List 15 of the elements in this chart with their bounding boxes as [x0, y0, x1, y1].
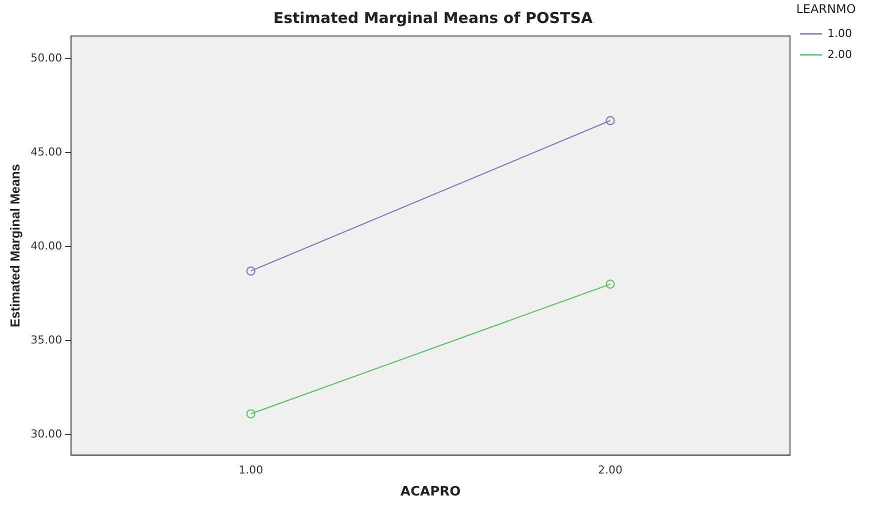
y-tick-label: 35.00 [30, 333, 62, 346]
point [246, 266, 256, 276]
x-axis-title: ACAPRO [400, 484, 461, 500]
chart-title: Estimated Marginal Means of POSTSA [273, 8, 594, 27]
point [606, 116, 615, 126]
y-tick-label: 30.00 [30, 427, 62, 440]
y-tick-label: 45.00 [30, 145, 62, 158]
y-axis-title: Estimated Marginal Means [7, 164, 22, 328]
y-tick-label: 50.00 [30, 51, 62, 64]
point [246, 409, 256, 418]
legend-label: 1.00 [828, 26, 852, 40]
legend-title: LEARNMO [796, 2, 856, 16]
point [606, 280, 615, 289]
y-tick-label: 40.00 [30, 239, 62, 252]
legend-label: 2.00 [828, 48, 852, 61]
